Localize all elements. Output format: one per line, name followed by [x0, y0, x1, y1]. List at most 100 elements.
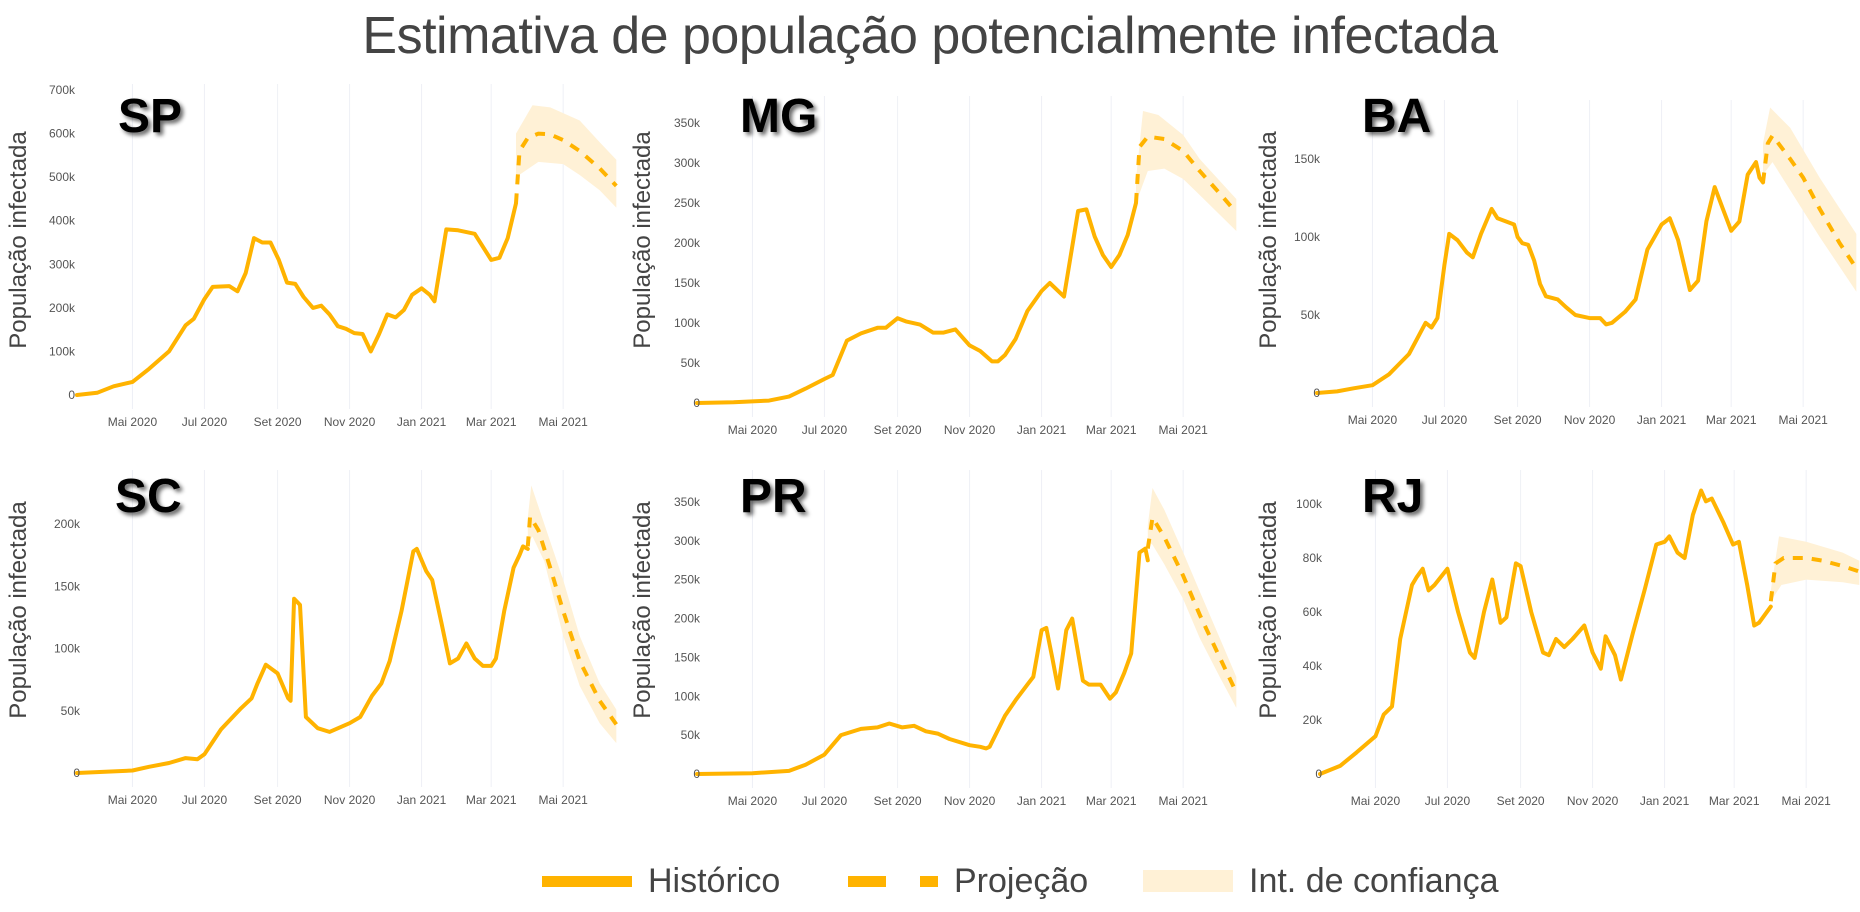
state-label: SC: [115, 470, 182, 523]
x-tick-label: Nov 2020: [944, 423, 996, 437]
historic-line: [75, 201, 518, 397]
historic-line: [75, 544, 530, 775]
x-tick-label: Mar 2021: [1086, 423, 1137, 437]
x-tick-label: Jan 2021: [1637, 413, 1687, 427]
chart-panel-pr: 0 50k 100k 150k 200k 250k 300k 350k Mai 2020 Jul …: [629, 470, 1239, 808]
legend-label-historic: Histórico: [648, 861, 781, 900]
x-tick-label: Nov 2020: [324, 793, 376, 807]
y-tick-label: 0: [1315, 767, 1322, 781]
y-axis-title: População infectada: [629, 501, 656, 719]
y-tick-label: 100k: [674, 316, 701, 330]
x-tick-label: Mai 2021: [1778, 413, 1828, 427]
y-tick-label: 150k: [674, 650, 701, 664]
state-label: RJ: [1362, 470, 1423, 523]
x-tick-label: Mai 2021: [538, 793, 588, 807]
y-tick-label: 200k: [54, 517, 81, 531]
historic-line: [695, 201, 1138, 405]
x-tick-label: Set 2020: [874, 423, 922, 437]
historic-line: [695, 546, 1150, 776]
state-label: BA: [1362, 90, 1431, 143]
y-tick-label: 100k: [54, 642, 81, 656]
x-tick-label: Mar 2021: [466, 793, 517, 807]
x-tick-label: Mai 2020: [108, 415, 158, 429]
projection-line: [525, 510, 618, 726]
y-axis-title: População infectada: [5, 131, 32, 349]
historic-line: [1318, 488, 1773, 776]
y-tick-label: 80k: [1303, 551, 1323, 565]
y-tick-label: 60k: [1303, 605, 1323, 619]
confidence-band: [527, 485, 617, 744]
x-tick-label: Nov 2020: [1564, 413, 1616, 427]
legend-label-projection: Projeção: [954, 861, 1089, 900]
y-tick-label: 40k: [1303, 659, 1323, 673]
y-tick-label: 0: [693, 767, 700, 781]
y-tick-label: 100k: [674, 689, 701, 703]
confidence-band: [1763, 107, 1857, 292]
y-tick-label: 50k: [681, 728, 701, 742]
x-tick-label: Set 2020: [254, 415, 302, 429]
chart-panel-sc: 0 50k 100k 150k 200k Mai 2020 Jul 2020 Set 2020…: [5, 470, 618, 807]
x-tick-label: Mai 2021: [538, 415, 588, 429]
projection-line: [1768, 556, 1860, 602]
state-label: MG: [740, 90, 817, 143]
x-tick-label: Mai 2021: [1158, 423, 1208, 437]
y-tick-label: 150k: [674, 276, 701, 290]
x-tick-label: Jan 2021: [1017, 423, 1067, 437]
x-tick-label: Mai 2021: [1781, 794, 1831, 808]
y-tick-label: 350k: [674, 116, 701, 130]
historic-line: [1315, 160, 1765, 395]
x-tick-label: Mai 2020: [728, 423, 778, 437]
y-tick-label: 300k: [49, 257, 76, 271]
legend-item-historic: Histórico: [542, 856, 780, 906]
y-tick-label: 0: [1313, 386, 1320, 400]
projection-line: [1134, 134, 1238, 214]
chart-panel-sp: 0 100k 200k 300k 400k 500k 600k 700k Mai 2020 Jul…: [5, 83, 618, 429]
x-tick-label: Jul 2020: [1422, 413, 1468, 427]
y-tick-label: 250k: [674, 573, 701, 587]
y-tick-label: 250k: [674, 196, 701, 210]
x-tick-label: Nov 2020: [1567, 794, 1619, 808]
y-tick-label: 100k: [49, 344, 76, 358]
projection-line: [1145, 511, 1239, 694]
y-axis-title: População infectada: [5, 501, 32, 719]
legend-swatch-confidence: [1143, 870, 1233, 892]
legend-label-confidence: Int. de confiança: [1249, 861, 1499, 900]
y-tick-label: 100k: [1296, 497, 1323, 511]
x-tick-label: Jul 2020: [802, 423, 848, 437]
page-title: Estimativa de população potencialmente i…: [362, 7, 1498, 65]
y-axis-title: População infectada: [629, 131, 656, 349]
x-tick-label: Jul 2020: [1425, 794, 1471, 808]
projection-line: [1761, 132, 1858, 270]
y-tick-label: 0: [68, 388, 75, 402]
y-tick-label: 200k: [674, 236, 701, 250]
x-tick-label: Mar 2021: [1709, 794, 1760, 808]
x-tick-label: Mai 2020: [728, 794, 778, 808]
legend: Histórico Projeção Int. de confiança: [0, 856, 1860, 906]
x-tick-label: Set 2020: [1497, 794, 1545, 808]
x-tick-label: Mai 2020: [108, 793, 158, 807]
x-tick-label: Jan 2021: [397, 793, 447, 807]
x-tick-label: Jul 2020: [802, 794, 848, 808]
y-tick-label: 700k: [49, 83, 76, 97]
y-tick-label: 400k: [49, 214, 76, 228]
legend-item-projection: Projeção: [848, 856, 1088, 906]
x-tick-label: Nov 2020: [944, 794, 996, 808]
confidence-band: [1770, 536, 1860, 602]
legend-swatch-projection-dash-1: [848, 875, 886, 887]
y-tick-label: 200k: [49, 301, 76, 315]
chart-panel-rj: 0 20k 40k 60k 80k 100k Mai 2020 Jul 2020 Set 202…: [1255, 470, 1860, 808]
x-tick-label: Set 2020: [1494, 413, 1542, 427]
chart-panel-ba: 0 50k 100k 150k Mai 2020 Jul 2020 Set 2020 Nov …: [1255, 90, 1858, 427]
x-tick-label: Mar 2021: [1706, 413, 1757, 427]
y-tick-label: 50k: [681, 356, 701, 370]
legend-item-confidence: Int. de confiança: [1143, 856, 1499, 906]
y-tick-label: 50k: [1301, 308, 1321, 322]
y-tick-label: 500k: [49, 170, 76, 184]
x-tick-label: Set 2020: [254, 793, 302, 807]
x-tick-label: Set 2020: [874, 794, 922, 808]
y-tick-label: 600k: [49, 127, 76, 141]
x-tick-label: Jan 2021: [397, 415, 447, 429]
confidence-band: [516, 105, 617, 208]
y-tick-label: 300k: [674, 156, 701, 170]
